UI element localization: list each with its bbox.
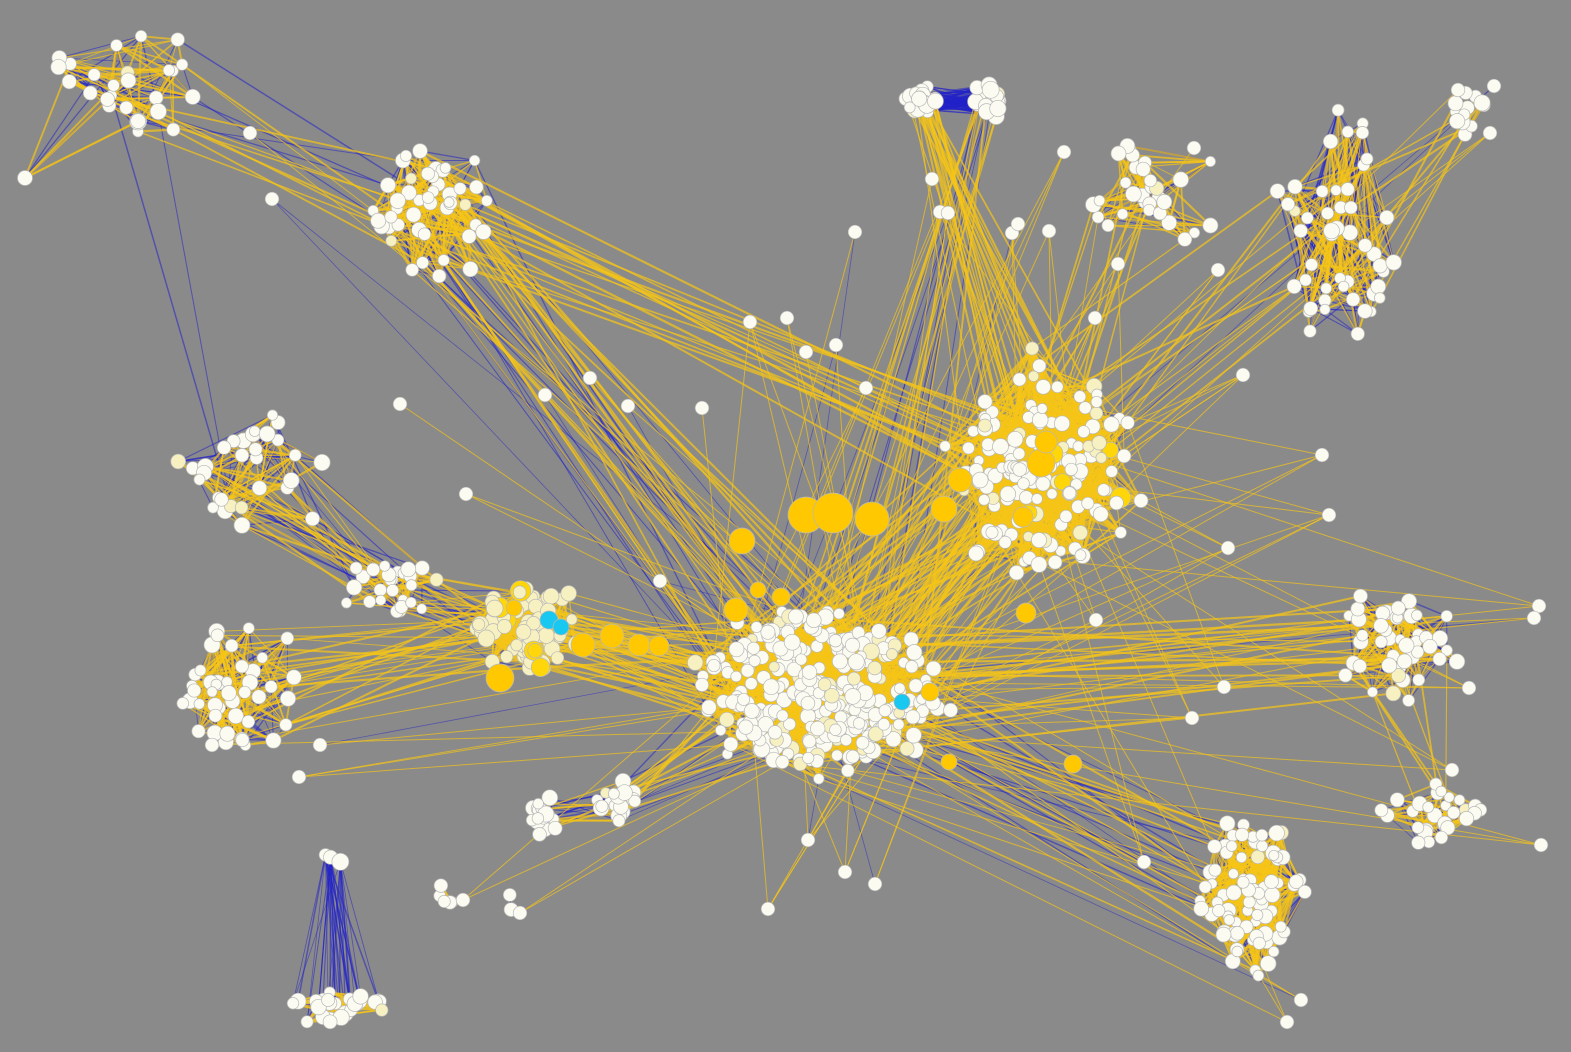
graph-edge <box>422 262 836 642</box>
graph-edge <box>306 857 332 1022</box>
graph-edge <box>325 854 329 1001</box>
graph-edge <box>110 95 232 507</box>
graph-edge <box>70 35 142 65</box>
graph-edge <box>325 854 336 1004</box>
graph-edge <box>306 854 326 1022</box>
graph-edge <box>810 726 1263 900</box>
graph-edge <box>292 854 326 1004</box>
graph-edge <box>271 198 715 666</box>
graph-edge <box>329 857 352 1011</box>
graph-edge <box>177 414 273 463</box>
graph-edge <box>339 861 352 1011</box>
graph-edge <box>70 39 178 65</box>
graph-edge <box>339 861 379 1001</box>
graph-edge <box>199 479 313 520</box>
graph-edge <box>157 111 232 507</box>
graph-edge <box>297 854 327 1002</box>
graph-edge <box>197 644 213 732</box>
graph-edge <box>1294 132 1363 212</box>
graph-edge <box>24 74 95 179</box>
graph-edge <box>324 854 383 1011</box>
graph-edge <box>324 854 361 1002</box>
graph-edge <box>324 854 346 1014</box>
graph-edge <box>24 120 139 179</box>
graph-edge <box>205 465 288 489</box>
graph-edge <box>254 430 402 608</box>
graph-edge <box>339 861 362 997</box>
graph-edge <box>252 433 313 520</box>
graph-edge <box>241 724 286 740</box>
graph-edge <box>205 465 292 482</box>
graph-edge <box>182 702 274 742</box>
graph-edge <box>388 227 715 668</box>
graph-edge <box>59 35 142 59</box>
graph-edge <box>1310 308 1359 335</box>
graph-edge <box>1361 123 1395 263</box>
graph-edge <box>339 861 347 1014</box>
graph-edge <box>324 854 341 1016</box>
graph-edge <box>780 212 949 649</box>
graph-edge <box>419 150 475 162</box>
graph-edge <box>177 38 429 199</box>
graph-edge <box>116 44 170 72</box>
graph-edge <box>115 44 194 98</box>
graph-edge <box>807 778 820 841</box>
